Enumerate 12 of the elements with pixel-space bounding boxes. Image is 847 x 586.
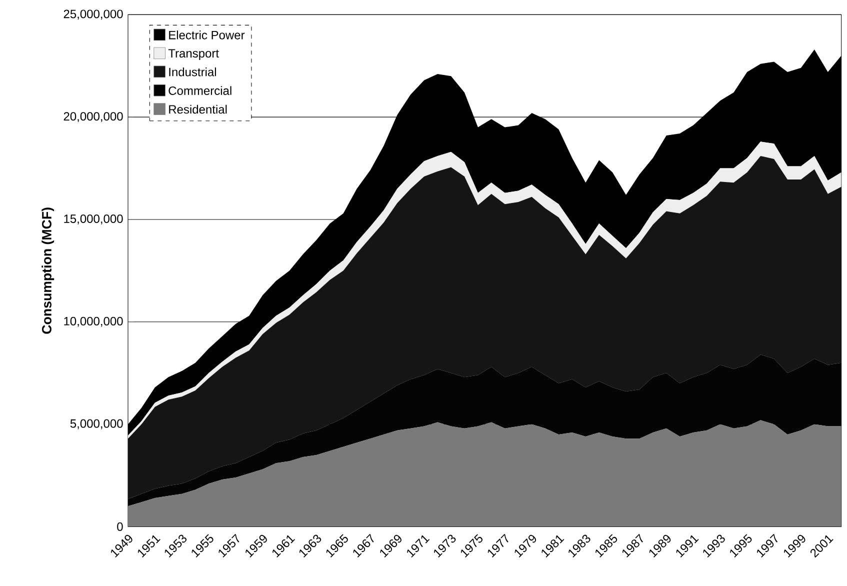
y-tick-label: 20,000,000 bbox=[64, 112, 123, 122]
y-axis-title: Consumption (MCF) bbox=[42, 208, 54, 334]
y-tick-label: 5,000,000 bbox=[70, 419, 123, 430]
legend-label: Residential bbox=[169, 104, 227, 114]
legend-label: Industrial bbox=[169, 67, 216, 76]
y-tick-label: 25,000,000 bbox=[64, 10, 123, 20]
y-tick-label: 10,000,000 bbox=[64, 316, 123, 327]
y-tick-label: 15,000,000 bbox=[64, 214, 123, 224]
legend-label: Transport bbox=[168, 49, 219, 60]
legend-label: Commercial bbox=[168, 86, 232, 95]
legend-label: Electric Power bbox=[169, 30, 245, 40]
y-tick-label: 0 bbox=[117, 522, 123, 531]
